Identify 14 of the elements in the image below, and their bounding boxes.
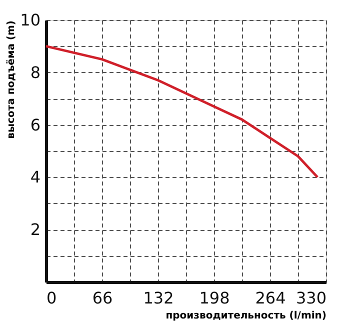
- x-tick-label: 132: [143, 288, 174, 308]
- y-tick-label: 6: [30, 115, 40, 134]
- y-tick-label: 2: [30, 220, 40, 240]
- line-series: [44, 44, 319, 178]
- x-tick-label: 330: [296, 288, 326, 308]
- y-axis-title: высота подъёма (m): [6, 20, 18, 139]
- y-tick-label: 10: [20, 10, 40, 30]
- x-tick-label: 264: [255, 288, 286, 308]
- x-tick-label: 66: [92, 288, 113, 308]
- y-tick-label: 4: [30, 168, 40, 187]
- x-tick-label: 0: [46, 288, 57, 308]
- x-axis-title: производительность (l/min): [166, 310, 326, 322]
- x-tick-label: 198: [199, 288, 230, 308]
- y-tick-label: 8: [30, 62, 40, 82]
